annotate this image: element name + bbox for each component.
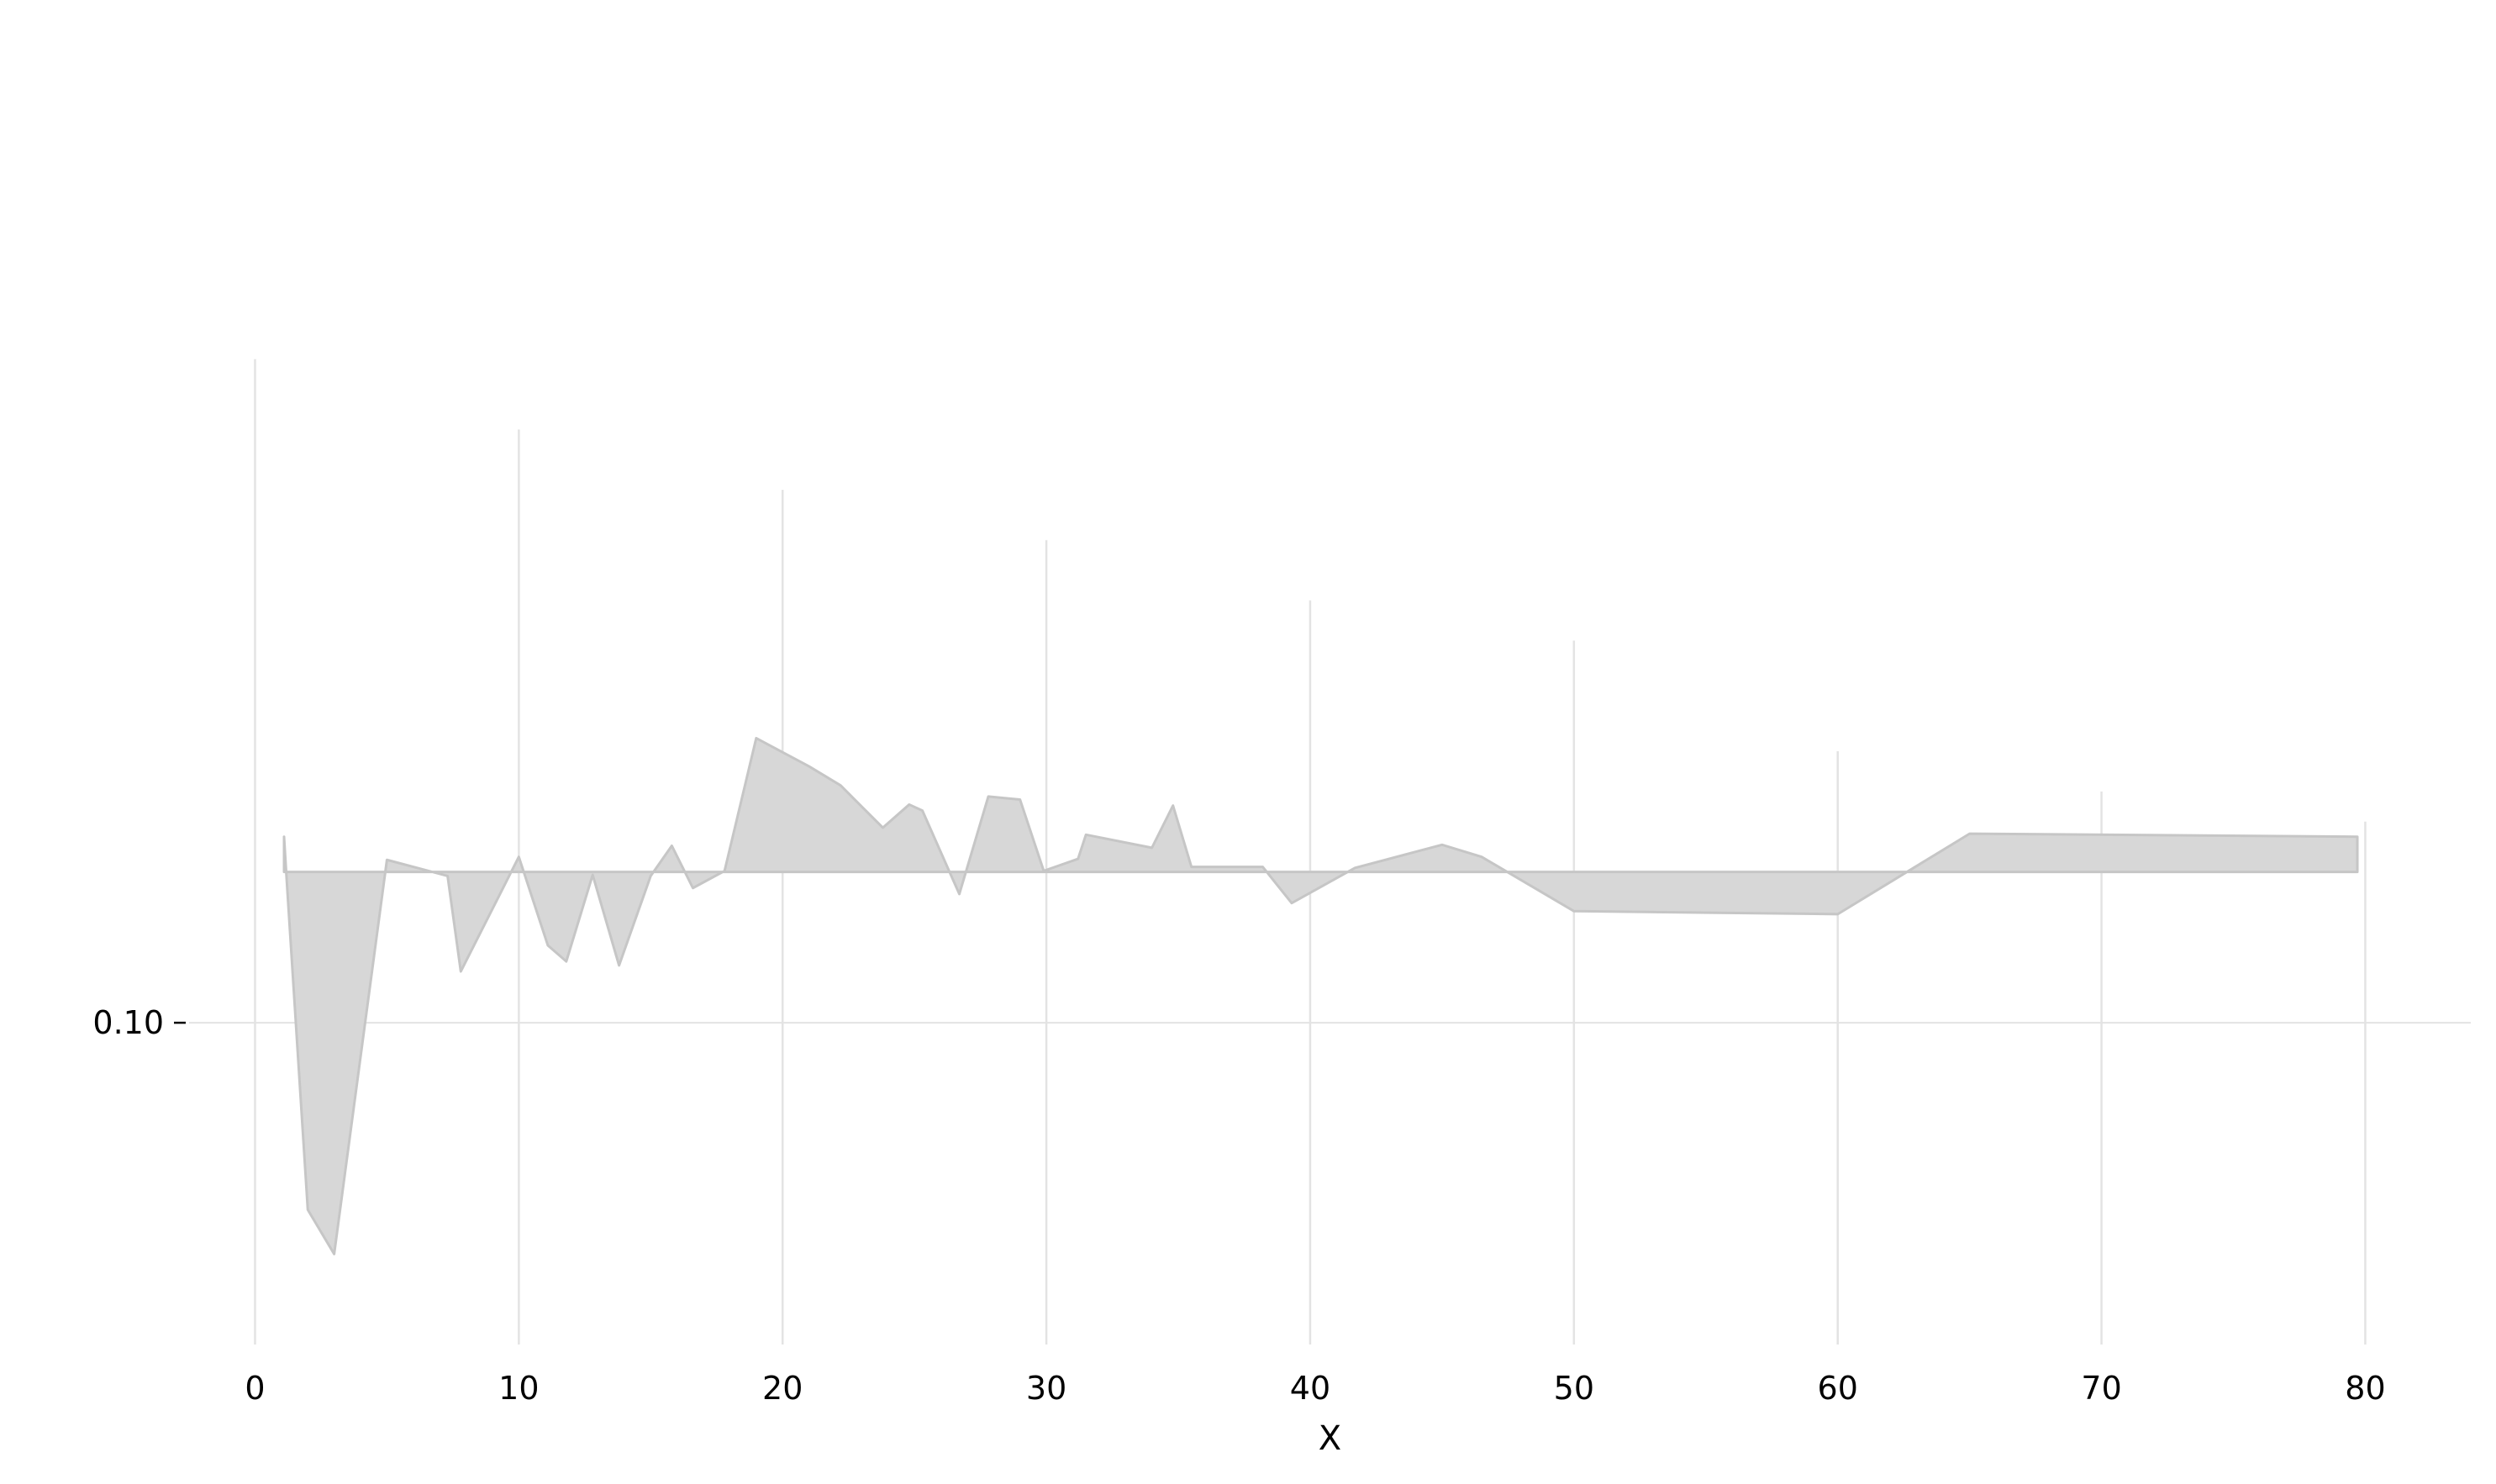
area-layer bbox=[282, 736, 2359, 1255]
x-tick-label: 10 bbox=[498, 1370, 539, 1407]
x-tick-label: 50 bbox=[1554, 1370, 1594, 1407]
axis-layer: 0 10 20 30 40 50 60 70 80 0.10 bbox=[92, 1004, 2385, 1407]
grid-layer bbox=[189, 359, 2471, 1345]
area-series bbox=[282, 736, 2359, 1255]
x-tick-label: 20 bbox=[762, 1370, 803, 1407]
y-tick-label: 0.10 bbox=[92, 1004, 164, 1041]
x-tick-label: 0 bbox=[245, 1370, 265, 1407]
x-tick-label: 60 bbox=[1818, 1370, 1858, 1407]
x-tick-label: 80 bbox=[2345, 1370, 2385, 1407]
x-tick-label: 70 bbox=[2081, 1370, 2121, 1407]
x-axis-label: X bbox=[1319, 1419, 1341, 1458]
x-tick-label: 30 bbox=[1026, 1370, 1066, 1407]
x-tick-label: 40 bbox=[1290, 1370, 1330, 1407]
